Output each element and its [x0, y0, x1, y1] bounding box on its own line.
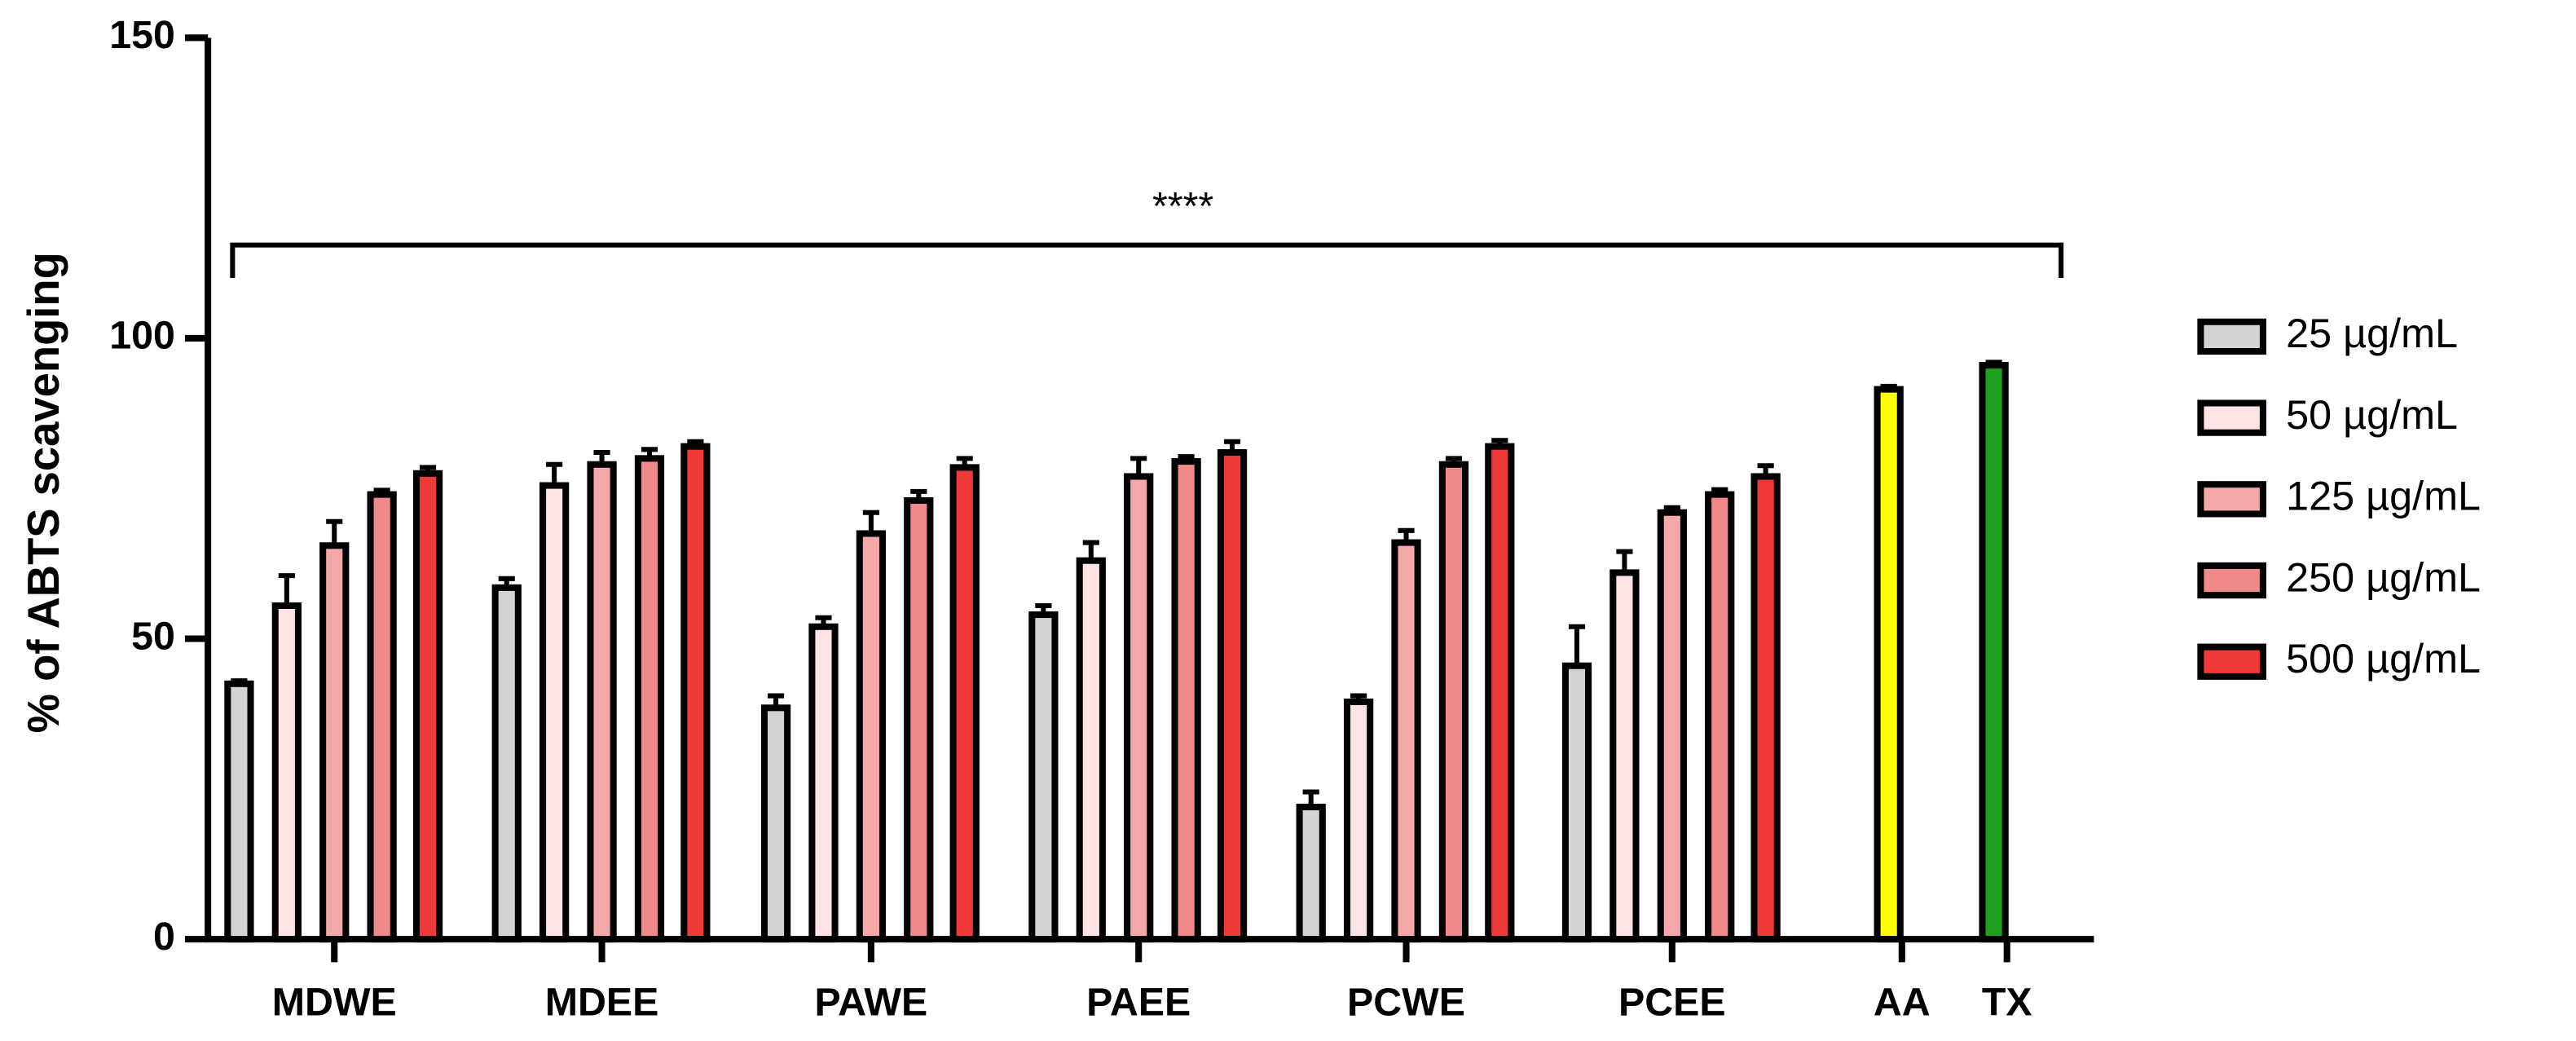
bar	[856, 530, 887, 943]
legend-swatch	[2197, 562, 2266, 599]
bar	[760, 704, 791, 943]
error-bar	[1616, 549, 1633, 573]
error-bar	[1491, 438, 1508, 447]
error-bar	[1223, 439, 1241, 452]
error-bar	[373, 487, 390, 495]
bar	[587, 461, 617, 943]
y-tick-label: 100	[109, 314, 175, 358]
error-bar	[910, 488, 927, 501]
error-bar	[326, 518, 343, 546]
x-tick-label: PAEE	[1086, 980, 1191, 1024]
bar	[319, 542, 350, 943]
error-bar	[278, 573, 295, 606]
bar	[949, 464, 980, 943]
bar	[680, 443, 711, 943]
y-axis-label: % of ABTS scavenging	[19, 252, 68, 733]
bar	[808, 623, 839, 943]
bar	[412, 470, 443, 943]
bar	[1171, 458, 1201, 943]
legend-label: 25 µg/mL	[2286, 310, 2458, 356]
error-bar	[956, 456, 973, 468]
error-bar	[641, 447, 658, 459]
bar	[1343, 698, 1374, 943]
bar	[1438, 461, 1469, 943]
error-bar	[815, 615, 832, 627]
bar	[1979, 362, 2009, 943]
error-bar	[862, 509, 879, 534]
bar	[1705, 491, 1735, 943]
significance-label: ****	[1152, 184, 1213, 228]
bar	[224, 680, 254, 943]
x-tick-label: PCEE	[1618, 980, 1726, 1024]
error-bar	[1178, 454, 1195, 462]
bar	[1609, 569, 1640, 943]
error-bar	[1398, 527, 1415, 543]
error-bar	[1757, 463, 1774, 477]
error-bar	[498, 576, 515, 588]
legend-label: 500 µg/mL	[2286, 635, 2481, 682]
error-bar	[1445, 456, 1463, 465]
x-tick-label: MDWE	[272, 980, 397, 1024]
bar	[1561, 662, 1592, 943]
bar	[539, 482, 570, 943]
bar	[1296, 803, 1326, 943]
error-bar	[1082, 540, 1099, 561]
legend-swatch	[2197, 643, 2266, 680]
x-tick-label: PCWE	[1347, 980, 1465, 1024]
error-bar	[1711, 487, 1728, 495]
x-tick-label: PAWE	[815, 980, 928, 1024]
x-tick-label: TX	[1982, 980, 2032, 1024]
error-bar	[1985, 359, 2002, 366]
bar	[1124, 473, 1154, 943]
legend-label: 250 µg/mL	[2286, 554, 2481, 600]
x-tick-label: AA	[1874, 980, 1931, 1024]
bar	[1485, 443, 1515, 943]
error-bar	[1880, 383, 1897, 390]
significance-bracket	[230, 242, 2064, 278]
bar	[1874, 386, 1904, 943]
error-bar	[593, 449, 610, 465]
error-bar	[1035, 602, 1052, 615]
error-bar	[1302, 789, 1319, 807]
bar	[1391, 539, 1421, 943]
error-bar	[546, 461, 563, 486]
error-bar	[687, 439, 704, 447]
bar	[271, 602, 302, 943]
error-bar	[768, 693, 785, 708]
bar	[1657, 509, 1687, 943]
bar	[367, 491, 397, 943]
error-bar	[1568, 624, 1586, 666]
error-bar	[419, 465, 437, 474]
error-bar	[1130, 456, 1147, 477]
error-bar	[231, 678, 248, 684]
bar	[1750, 473, 1781, 943]
error-bar	[1350, 693, 1367, 702]
error-bar	[1663, 505, 1680, 513]
bar	[1076, 557, 1106, 943]
bar	[904, 496, 934, 943]
legend-swatch	[2197, 318, 2266, 355]
legend-swatch	[2197, 481, 2266, 518]
bar	[634, 455, 665, 943]
bar	[491, 584, 522, 943]
legend-label: 50 µg/mL	[2286, 391, 2458, 438]
x-tick-label: MDEE	[545, 980, 659, 1024]
bar	[1217, 448, 1248, 943]
y-tick-label: 150	[109, 13, 175, 57]
legend-swatch	[2197, 399, 2266, 436]
bar	[1028, 611, 1059, 943]
legend-label: 125 µg/mL	[2286, 473, 2481, 519]
y-tick-label: 50	[131, 614, 175, 658]
y-tick-label: 0	[153, 915, 175, 959]
